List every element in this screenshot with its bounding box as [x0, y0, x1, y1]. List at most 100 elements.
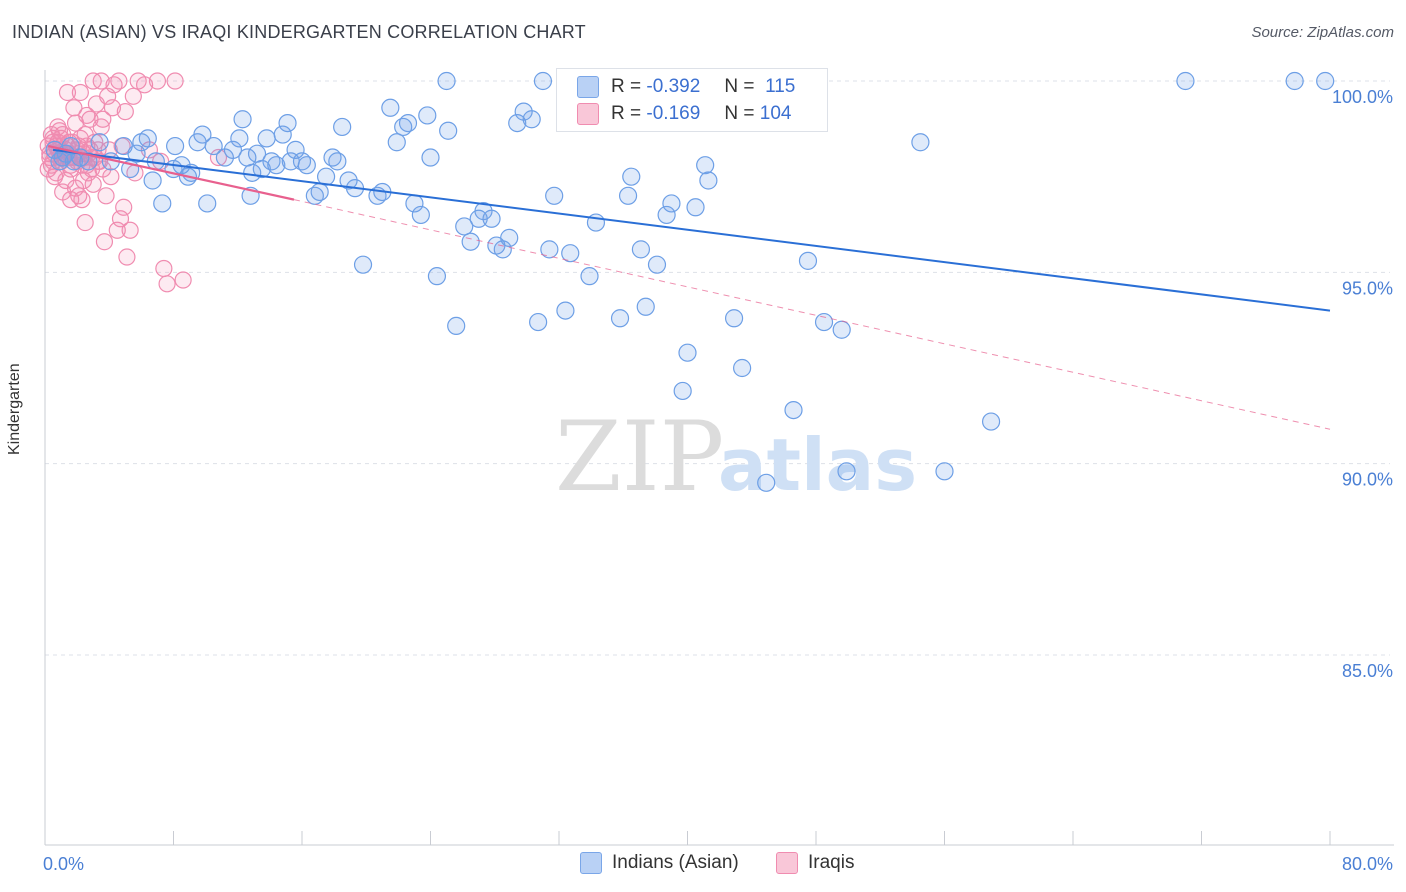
- data-point-indians: [508, 113, 527, 133]
- data-point-indians: [561, 244, 580, 263]
- data-point-iraqis: [174, 271, 192, 289]
- data-point-indians: [678, 343, 697, 362]
- data-point-indians: [522, 110, 541, 129]
- data-point-indians: [387, 133, 406, 152]
- data-point-iraqis: [66, 114, 85, 132]
- data-point-indians: [580, 267, 599, 286]
- data-point-indians: [437, 71, 456, 91]
- data-point-indians: [618, 186, 638, 205]
- trend-line-iraqis: [47, 144, 295, 201]
- data-point-iraqis: [62, 191, 80, 209]
- data-point-indians: [138, 129, 157, 148]
- data-point-indians: [911, 133, 930, 152]
- data-point-indians: [1285, 71, 1304, 91]
- data-point-iraqis: [209, 148, 228, 167]
- data-point-indians: [647, 255, 667, 274]
- data-point-iraqis: [94, 110, 112, 128]
- data-point-indians: [540, 240, 559, 259]
- data-point-iraqis: [71, 83, 89, 102]
- data-point-indians: [935, 462, 954, 481]
- data-point-indians: [223, 140, 243, 159]
- data-point-iraqis: [97, 187, 115, 205]
- data-point-indians: [686, 198, 705, 217]
- stats-legend: R = -0.392 N = 115 R = -0.169 N = 104: [556, 68, 828, 132]
- data-point-indians: [328, 152, 347, 171]
- legend-swatch-pink: [776, 852, 798, 874]
- data-point-indians: [79, 152, 98, 171]
- watermark: ZIP atlas: [555, 401, 917, 513]
- legend-swatch-blue: [580, 852, 602, 874]
- data-point-indians: [297, 156, 316, 175]
- data-point-indians: [981, 412, 1001, 431]
- legend-label-iraqis: Iraqis: [808, 852, 855, 873]
- data-point-iraqis: [116, 103, 134, 121]
- data-point-indians: [233, 110, 252, 129]
- series-indians-asian: [45, 71, 1335, 492]
- data-point-indians: [198, 194, 217, 213]
- data-point-iraqis: [110, 72, 128, 90]
- watermark-atlas: atlas: [718, 423, 917, 507]
- axes: [44, 70, 1394, 846]
- data-point-indians: [267, 156, 286, 175]
- data-point-indians: [837, 462, 856, 481]
- data-point-iraqis: [74, 171, 93, 190]
- data-point-indians: [166, 136, 185, 156]
- trend-line-indians: [52, 148, 1331, 312]
- data-point-indians: [784, 400, 803, 420]
- data-point-iraqis: [158, 275, 176, 293]
- data-point-iraqis: [155, 259, 173, 278]
- data-point-indians: [153, 194, 172, 213]
- legend-r-value: -0.392: [646, 76, 701, 97]
- data-point-indians: [724, 309, 744, 328]
- data-point-indians: [333, 117, 352, 137]
- data-point-indians: [622, 167, 641, 186]
- legend-swatch-blue: [577, 76, 599, 98]
- data-point-indians: [500, 228, 519, 247]
- data-point-indians: [798, 251, 818, 270]
- data-point-indians: [545, 186, 564, 205]
- data-point-iraqis: [121, 221, 139, 239]
- y-tick-label: 90.0%: [1342, 470, 1393, 490]
- y-tick-labels: 100.0% 95.0% 90.0% 85.0%: [1332, 87, 1393, 681]
- data-point-indians: [421, 148, 440, 167]
- data-point-indians: [610, 309, 630, 328]
- data-point-indians: [381, 98, 400, 117]
- data-point-indians: [636, 297, 655, 316]
- data-point-iraqis: [92, 72, 110, 90]
- data-point-iraqis: [124, 87, 142, 105]
- data-point-indians: [439, 121, 458, 140]
- legend-item-iraqis: Iraqis: [776, 852, 854, 874]
- legend-r-label: R =: [611, 76, 642, 97]
- data-point-indians: [418, 106, 437, 125]
- trend-lines: [47, 144, 1331, 430]
- data-point-indians: [832, 320, 851, 339]
- data-point-indians: [757, 473, 776, 492]
- data-point-indians: [631, 240, 651, 259]
- legend-row-iraqis: R = -0.169 N = 104: [577, 102, 791, 126]
- legend-n-label: N =: [724, 103, 755, 124]
- data-point-indians: [143, 171, 162, 190]
- data-point-indians: [455, 217, 474, 236]
- trend-line-iraqis-extension: [293, 199, 1331, 430]
- legend-r-value: -0.169: [646, 103, 701, 124]
- data-point-iraqis: [103, 99, 122, 117]
- data-point-indians: [482, 209, 501, 228]
- data-point-indians: [230, 129, 249, 148]
- data-point-indians: [310, 182, 329, 202]
- x-tick-label: 0.0%: [43, 854, 84, 874]
- data-point-indians: [733, 358, 752, 378]
- y-axis-label: Kindergarten: [6, 363, 23, 455]
- data-point-indians: [556, 301, 575, 320]
- data-point-indians: [447, 316, 466, 336]
- data-point-indians: [90, 133, 109, 152]
- data-point-iraqis: [166, 72, 184, 90]
- data-point-indians: [353, 255, 373, 274]
- data-point-indians: [286, 140, 305, 159]
- data-point-indians: [533, 71, 553, 91]
- source-label: Source: ZipAtlas.com: [1251, 24, 1394, 41]
- data-point-indians: [814, 312, 834, 332]
- x-tick-label: 80.0%: [1342, 854, 1393, 874]
- legend-item-indians: Indians (Asian): [580, 852, 739, 874]
- y-tick-label: 95.0%: [1342, 278, 1393, 298]
- data-point-indians: [398, 113, 418, 133]
